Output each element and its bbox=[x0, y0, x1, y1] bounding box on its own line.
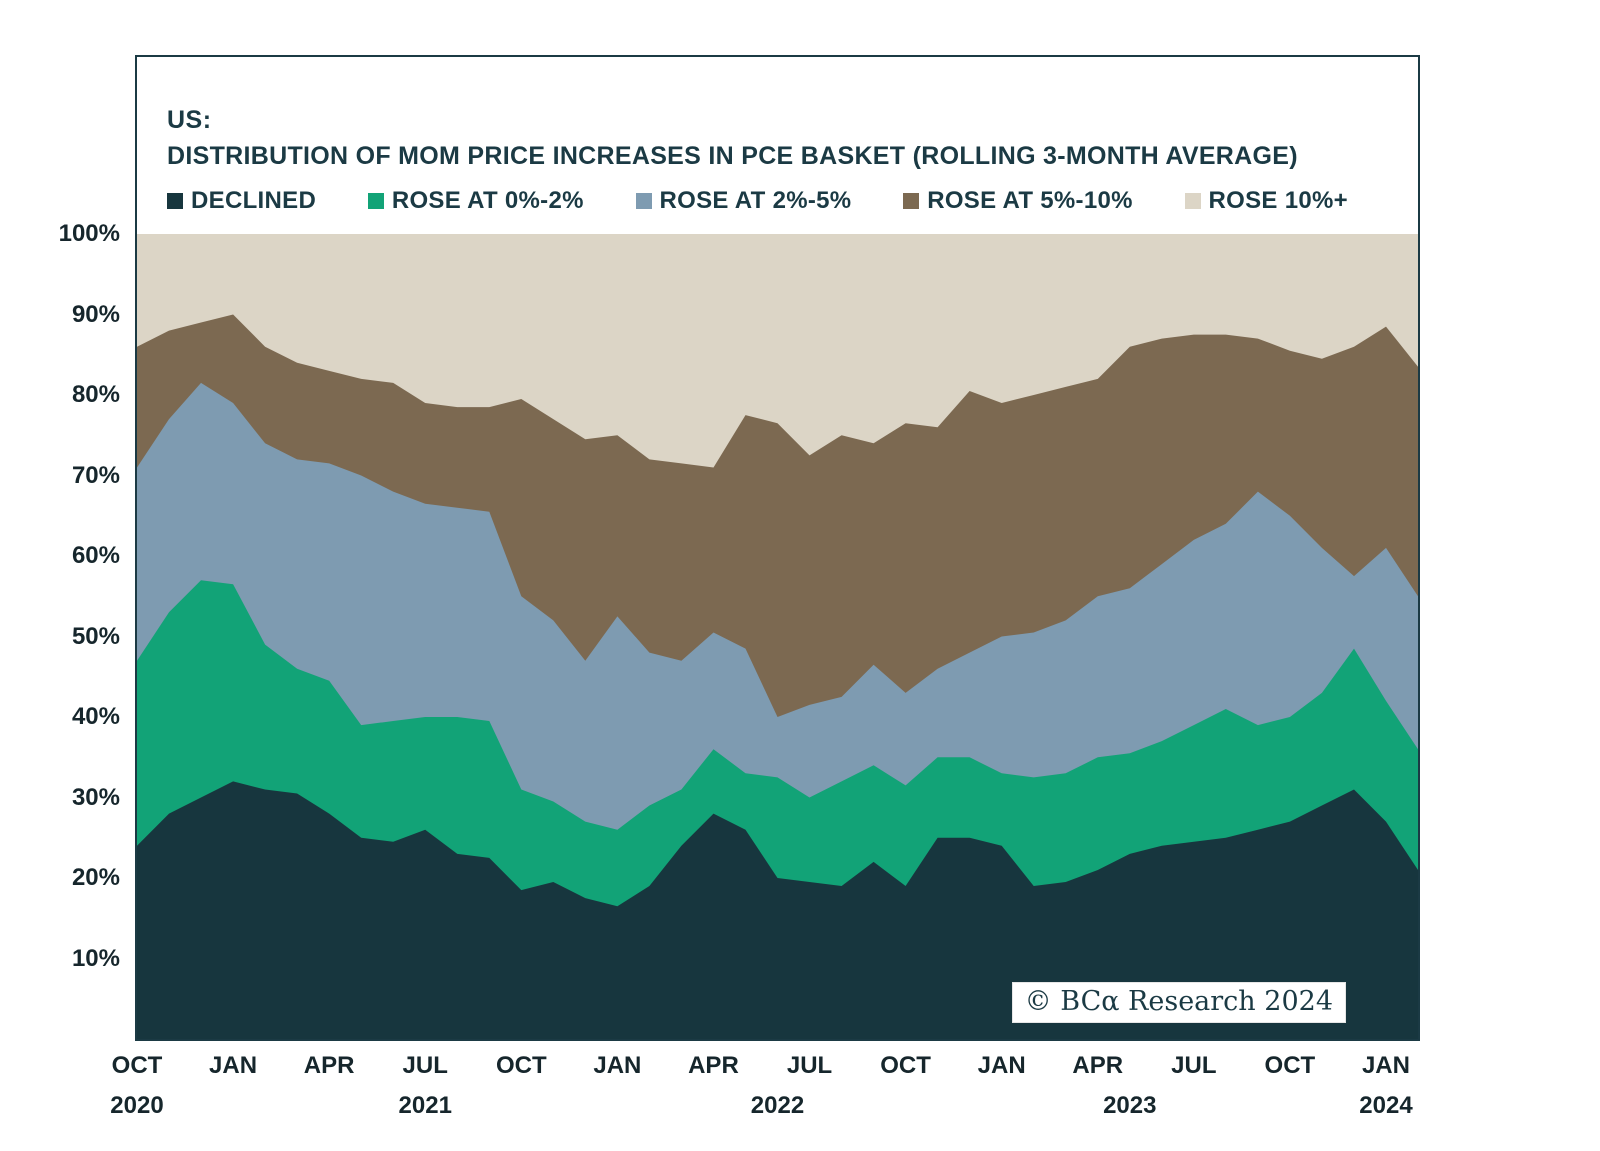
y-axis-label: 70% bbox=[71, 461, 120, 489]
plot-area: © BCα Research 2024 bbox=[137, 234, 1418, 1039]
x-axis-month-label: OCT bbox=[111, 1052, 163, 1079]
y-axis-label: 50% bbox=[71, 622, 120, 650]
chart-frame: US: DISTRIBUTION OF MOM PRICE INCREASES … bbox=[135, 55, 1420, 1041]
y-axis-label: 10% bbox=[71, 944, 120, 972]
area-declined bbox=[137, 781, 1418, 1039]
x-axis-month-label: APR bbox=[688, 1052, 739, 1079]
x-axis-year-label: 2020 bbox=[110, 1092, 164, 1119]
legend-swatch-icon bbox=[1184, 193, 1201, 209]
legend-item-rose-at-2-5: ROSE AT 2%-5% bbox=[635, 187, 852, 215]
y-axis: 100% 90% 80% 70% 60% 50% 40% 30% 20% 10% bbox=[0, 0, 126, 1151]
x-axis-year-label: 2022 bbox=[750, 1092, 805, 1119]
x-axis-month-label: JAN bbox=[1361, 1052, 1410, 1079]
legend-label: ROSE 10%+ bbox=[1208, 187, 1348, 214]
watermark-text: © BCα Research 2024 bbox=[1024, 986, 1333, 1017]
legend-label: ROSE AT 5%-10% bbox=[927, 187, 1133, 214]
chart-title: DISTRIBUTION OF MOM PRICE INCREASES IN P… bbox=[167, 142, 1298, 170]
legend-item-rose-at-5-10: ROSE AT 5%-10% bbox=[903, 187, 1133, 215]
y-axis-label: 20% bbox=[71, 864, 120, 891]
y-axis-label: 60% bbox=[71, 542, 120, 569]
legend: DECLINED ROSE AT 0%-2% ROSE AT 2%-5% ROSE A… bbox=[167, 187, 1388, 215]
legend-label: DECLINED bbox=[191, 187, 317, 214]
legend-swatch-icon bbox=[903, 193, 920, 209]
x-axis-month-label: APR bbox=[303, 1052, 355, 1079]
legend-swatch-icon bbox=[367, 193, 384, 209]
x-axis-month-label: JUL bbox=[402, 1052, 448, 1079]
legend-item-rose-at-0-2: ROSE AT 0%-2% bbox=[367, 187, 584, 215]
legend-swatch-icon bbox=[167, 193, 183, 209]
x-axis-month-label: JAN bbox=[977, 1052, 1026, 1079]
y-axis-label: 90% bbox=[71, 300, 120, 328]
stacked-area-chart bbox=[137, 234, 1418, 1039]
y-axis-label: 40% bbox=[71, 703, 120, 730]
chart-region-label: US: bbox=[167, 106, 212, 134]
x-axis-month-label: OCT bbox=[880, 1052, 931, 1079]
watermark: © BCα Research 2024 bbox=[1012, 983, 1345, 1022]
legend-swatch-icon bbox=[635, 193, 652, 209]
legend-label: ROSE AT 2%-5% bbox=[659, 187, 852, 214]
x-axis-year-label: 2023 bbox=[1103, 1092, 1157, 1119]
x-axis-month-label: OCT bbox=[495, 1052, 547, 1079]
chart-header: US: DISTRIBUTION OF MOM PRICE INCREASES … bbox=[137, 57, 1418, 215]
y-axis-label: 100% bbox=[58, 220, 120, 247]
x-axis-year-label: 2024 bbox=[1359, 1092, 1413, 1119]
legend-item-rose-10: ROSE 10%+ bbox=[1184, 187, 1348, 215]
x-axis-year-label: 2021 bbox=[398, 1092, 452, 1119]
y-axis-label: 30% bbox=[71, 783, 120, 811]
x-axis-month-label: OCT bbox=[1264, 1052, 1316, 1079]
x-axis-month-label: JUL bbox=[786, 1052, 833, 1079]
x-axis-month-label: JUL bbox=[1171, 1052, 1217, 1079]
y-axis-label: 80% bbox=[71, 381, 120, 408]
legend-item-declined: DECLINED bbox=[167, 187, 316, 215]
x-axis-month-label: JAN bbox=[209, 1052, 258, 1079]
x-axis-month-label: APR bbox=[1072, 1052, 1124, 1079]
legend-label: ROSE AT 0%-2% bbox=[391, 187, 584, 214]
x-axis: OCT JAN APR JUL OCT JAN APR JUL OCT JAN APR JUL OCT J… bbox=[110, 1042, 1418, 1147]
x-axis-month-label: JAN bbox=[593, 1052, 642, 1079]
